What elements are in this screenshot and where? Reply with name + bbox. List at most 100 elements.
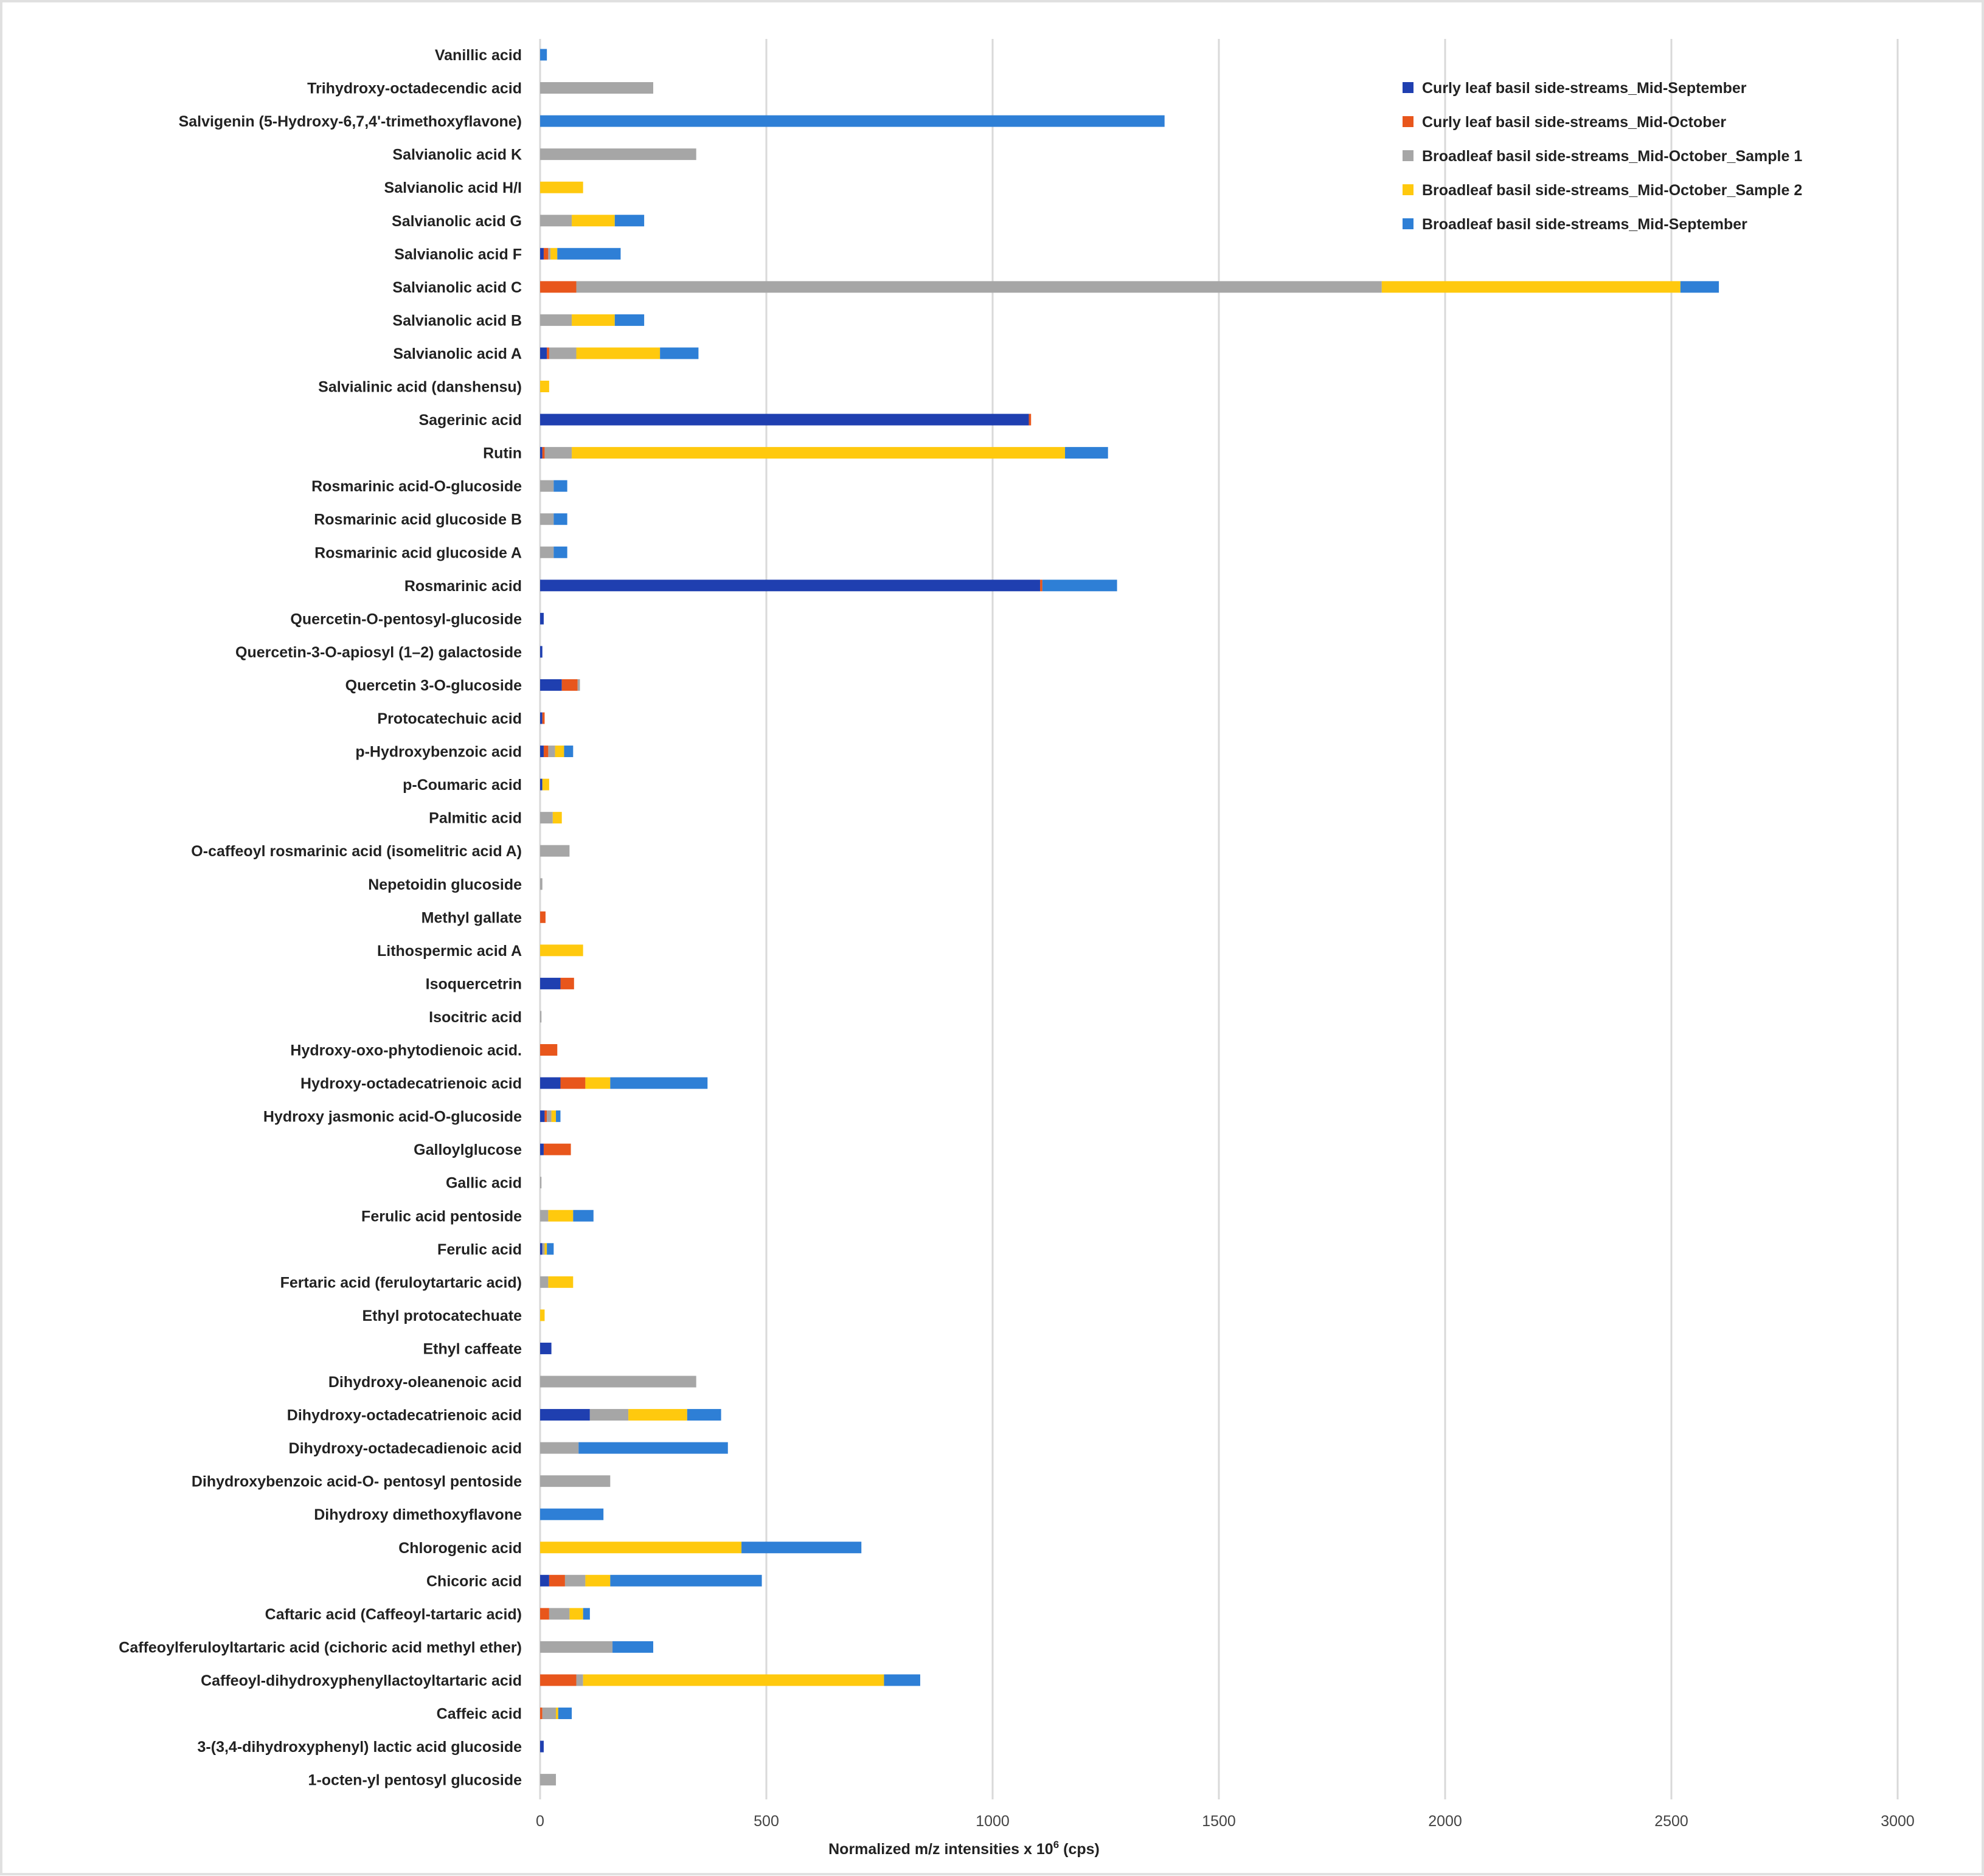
category-label: O-caffeoyl rosmarinic acid (isomelitric … xyxy=(191,843,522,860)
bar-segment-rosmarinic-acid-glucoside-b-s5 xyxy=(553,513,567,525)
category-label: Salvialinic acid (danshensu) xyxy=(318,379,522,396)
legend-item-4[interactable]: Broadleaf basil side-streams_Mid-October… xyxy=(1403,182,1802,199)
bar-segment-salvianolic-acid-g-s3 xyxy=(540,215,572,227)
category-label: Quercetin 3-O-glucoside xyxy=(345,677,522,694)
x-tick-label: 2000 xyxy=(1428,1813,1462,1830)
bar-segment-salvianolic-acid-a-s5 xyxy=(660,347,699,359)
category-label: Hydroxy-octadecatrienoic acid xyxy=(300,1075,522,1092)
legend-label: Curly leaf basil side-streams_Mid-Octobe… xyxy=(1422,114,1726,131)
bar-segment-hydroxy-jasmonic-acid-o-glucoside-s2 xyxy=(544,1110,547,1123)
bar-segment-caffeoylferuloyltartaric-acid-cichoric-acid-methyl-ether-s3 xyxy=(540,1641,613,1653)
bar-segment-caftaric-acid-caffeoyl-tartaric-acid-s4 xyxy=(569,1608,583,1620)
bar-segment-salvianolic-acid-f-s5 xyxy=(557,247,621,260)
bar-segment-chicoric-acid-s4 xyxy=(585,1574,611,1587)
bar-segment-dihydroxy-octadecadienoic-acid-s5 xyxy=(578,1442,728,1454)
bar-segment-chicoric-acid-s1 xyxy=(540,1574,549,1587)
bar-segment-protocatechuic-acid-s1 xyxy=(540,712,543,724)
category-label: Ethyl caffeate xyxy=(423,1340,522,1357)
bar-segment-palmitic-acid-s3 xyxy=(540,812,553,824)
category-label: Methyl gallate xyxy=(421,909,522,926)
category-label: Ferulic acid xyxy=(437,1241,522,1258)
bar-segment-chicoric-acid-s5 xyxy=(610,1574,762,1587)
category-label: Dihydroxy-octadecatrienoic acid xyxy=(287,1407,522,1424)
legend[interactable]: Curly leaf basil side-streams_Mid-Septem… xyxy=(1403,80,1802,233)
bar-segment-ethyl-caffeate-s1 xyxy=(540,1342,552,1354)
bar-segment-caffeic-acid-s4 xyxy=(556,1708,558,1719)
bar-segment-p-coumaric-acid-s4 xyxy=(542,778,549,791)
category-label: Salvianolic acid C xyxy=(392,279,522,296)
category-label: Protocatechuic acid xyxy=(377,710,522,727)
category-label: Sagerinic acid xyxy=(418,412,522,429)
bar-segment-nepetoidin-glucoside-s3 xyxy=(540,878,543,890)
bar-segment-quercetin-3-o-glucoside-s2 xyxy=(561,679,578,691)
bar-segment-rutin-s2 xyxy=(542,447,545,459)
category-label: Rutin xyxy=(483,445,522,462)
bar-segment-rutin-s5 xyxy=(1065,447,1108,459)
category-label: Palmitic acid xyxy=(429,810,522,827)
bar-segment-ferulic-acid-pentoside-s4 xyxy=(548,1210,574,1222)
bar-segment-gallic-acid-s3 xyxy=(540,1177,542,1189)
category-label: Rosmarinic acid xyxy=(404,578,522,595)
legend-item-1[interactable]: Curly leaf basil side-streams_Mid-Septem… xyxy=(1403,80,1747,97)
bar-segment-fertaric-acid-feruloytartaric-acid-s3 xyxy=(540,1276,549,1288)
bar-segment-caffeoyl-dihydroxyphenyllactoyltartaric-acid-s4 xyxy=(583,1674,884,1686)
category-label: Rosmarinic acid glucoside A xyxy=(314,544,522,561)
category-label: p-Coumaric acid xyxy=(403,777,522,794)
category-label: Fertaric acid (feruloytartaric acid) xyxy=(280,1274,522,1291)
bar-segment-chicoric-acid-s2 xyxy=(549,1574,565,1587)
category-label: Chlorogenic acid xyxy=(398,1540,522,1557)
x-tick-label: 0 xyxy=(536,1813,544,1830)
legend-label: Broadleaf basil side-streams_Mid-October… xyxy=(1422,148,1802,165)
bar-segment-dihydroxy-octadecadienoic-acid-s3 xyxy=(540,1442,579,1454)
bar-segment-caftaric-acid-caffeoyl-tartaric-acid-s3 xyxy=(549,1608,570,1620)
category-label: Dihydroxy-oleanenoic acid xyxy=(328,1374,522,1391)
bar-segment-salvianolic-acid-f-s4 xyxy=(550,247,558,260)
bar-segment-dihydroxy-octadecatrienoic-acid-s1 xyxy=(540,1409,590,1421)
bar-segment-salvianolic-acid-a-s4 xyxy=(576,347,661,359)
category-label: 3-(3,4-dihydroxyphenyl) lactic acid gluc… xyxy=(198,1739,522,1756)
x-tick-label: 3000 xyxy=(1881,1813,1915,1830)
bar-segment-dihydroxy-octadecatrienoic-acid-s5 xyxy=(687,1409,721,1421)
legend-label: Curly leaf basil side-streams_Mid-Septem… xyxy=(1422,80,1747,97)
bar-segment-protocatechuic-acid-s2 xyxy=(542,712,545,724)
category-label: Caffeoyl-dihydroxyphenyllactoyltartaric … xyxy=(201,1672,522,1689)
legend-item-3[interactable]: Broadleaf basil side-streams_Mid-October… xyxy=(1403,148,1802,165)
category-label: Gallic acid xyxy=(446,1175,522,1192)
legend-swatch xyxy=(1403,218,1413,229)
bar-segment-methyl-gallate-s2 xyxy=(540,911,546,923)
bar-segment-chlorogenic-acid-s4 xyxy=(540,1542,742,1554)
bar-segment-caffeoylferuloyltartaric-acid-cichoric-acid-methyl-ether-s5 xyxy=(612,1641,653,1653)
x-axis-title-superscript: 6 xyxy=(1053,1839,1059,1850)
x-tick-label: 1000 xyxy=(976,1813,1010,1830)
bar-segment-hydroxy-octadecatrienoic-acid-s5 xyxy=(610,1077,708,1089)
bar-segment-quercetin-3-o-glucoside-s3 xyxy=(577,679,580,691)
bar-segment-quercetin-3-o-glucoside-s1 xyxy=(540,679,562,691)
legend-label: Broadleaf basil side-streams_Mid-Septemb… xyxy=(1422,216,1747,233)
bar-segment-dihydroxy-dimethoxyflavone-s5 xyxy=(540,1508,604,1520)
bar-segment-salvianolic-acid-c-s4 xyxy=(1381,281,1681,293)
bar-segment-ferulic-acid-s5 xyxy=(547,1243,554,1255)
category-label: Rosmarinic acid glucoside B xyxy=(314,511,522,528)
legend-swatch xyxy=(1403,150,1413,161)
bar-segment-galloylglucose-s2 xyxy=(543,1143,571,1155)
bar-segment-salvianolic-acid-f-s2 xyxy=(543,247,549,260)
bar-segment-p-hydroxybenzoic-acid-s4 xyxy=(555,746,564,758)
bar-segment-chlorogenic-acid-s5 xyxy=(741,1542,862,1554)
category-label: Hydroxy jasmonic acid-O-glucoside xyxy=(263,1109,522,1126)
bar-segment-p-hydroxybenzoic-acid-s5 xyxy=(564,746,574,758)
category-label: Salvigenin (5-Hydroxy-6,7,4'-trimethoxyf… xyxy=(179,113,522,130)
category-label: Dihydroxy-octadecadienoic acid xyxy=(289,1440,522,1457)
legend-item-5[interactable]: Broadleaf basil side-streams_Mid-Septemb… xyxy=(1403,216,1747,233)
bar-segment-dihydroxy-octadecatrienoic-acid-s3 xyxy=(589,1409,629,1421)
bar-segment-fertaric-acid-feruloytartaric-acid-s4 xyxy=(548,1276,574,1288)
bar-segment-rutin-s4 xyxy=(572,447,1066,459)
bar-segment-1-octen-yl-pentosyl-glucoside-s3 xyxy=(540,1774,557,1786)
legend-item-2[interactable]: Curly leaf basil side-streams_Mid-Octobe… xyxy=(1403,114,1726,131)
category-label: Salvianolic acid A xyxy=(393,345,522,362)
bar-segment-ferulic-acid-s1 xyxy=(540,1243,543,1255)
bar-segment-salvianolic-acid-b-s5 xyxy=(614,314,645,326)
bar-segment-caffeic-acid-s3 xyxy=(542,1708,557,1719)
bar-segment-hydroxy-oxo-phytodienoic-acid-s2 xyxy=(540,1044,558,1056)
